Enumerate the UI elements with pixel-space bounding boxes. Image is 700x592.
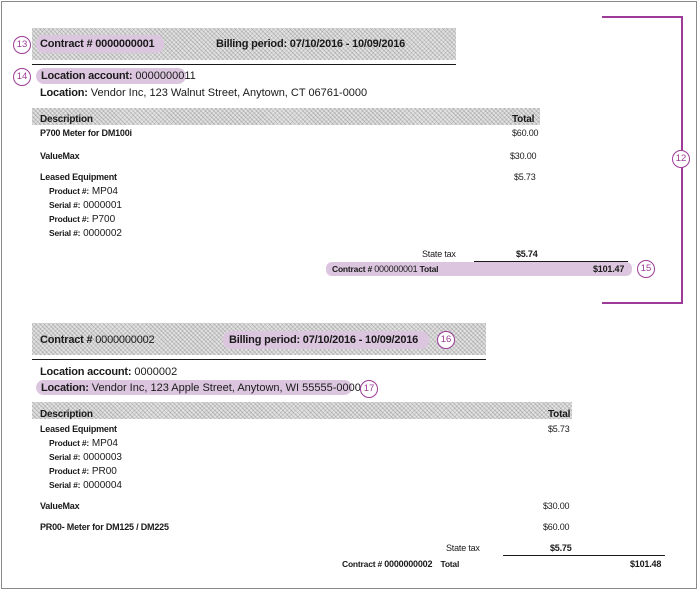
billing-period-highlight-2 bbox=[223, 331, 429, 349]
equipment-detail-1-2: Serial #: 0000001 bbox=[49, 200, 122, 211]
total-line-1: Contract # 000000001 Total bbox=[332, 264, 439, 274]
detail-label: Product #: bbox=[49, 214, 90, 224]
table-header-band-1 bbox=[32, 108, 540, 125]
state-tax-label-2: State tax bbox=[446, 543, 480, 553]
total-line-suffix-1: Total bbox=[419, 264, 439, 274]
contract-number-highlight-1 bbox=[36, 35, 164, 53]
location-value-2: Vendor Inc, 123 Apple Street, Anytown, W… bbox=[91, 382, 361, 394]
grand-total-1: $101.47 bbox=[593, 264, 625, 274]
location-value-1: Vendor Inc, 123 Walnut Street, Anytown, … bbox=[90, 87, 368, 99]
contract-number-1: Contract # 0000000001 bbox=[40, 38, 155, 50]
description-header-2: Description bbox=[40, 409, 93, 420]
location-account-2: Location account: 0000002 bbox=[40, 366, 177, 378]
item-amount-2-2: $60.00 bbox=[543, 522, 570, 532]
equipment-detail-1-4: Serial #: 0000002 bbox=[49, 228, 122, 239]
total-line-label-1: Contract # bbox=[332, 264, 373, 274]
equipment-detail-1-3: Product #: P700 bbox=[49, 214, 115, 225]
callout-17-icon: 17 bbox=[360, 380, 378, 398]
equipment-detail-2-3: Product #: PR00 bbox=[49, 466, 117, 477]
location-2: Location: Vendor Inc, 123 Apple Street, … bbox=[41, 382, 361, 394]
state-tax-value-2: $5.75 bbox=[550, 543, 572, 553]
detail-value: 0000001 bbox=[83, 200, 122, 211]
item-name-1-1: P700 Meter for DM100i bbox=[40, 128, 132, 138]
item-name-1-3: Leased Equipment bbox=[40, 172, 117, 182]
contract-header-band-1 bbox=[32, 28, 456, 60]
location-account-value-1: 0000000011 bbox=[135, 70, 196, 82]
equipment-detail-2-1: Product #: MP04 bbox=[49, 438, 118, 449]
billing-period-2: Billing period: 07/10/2016 - 10/09/2016 bbox=[229, 334, 419, 346]
detail-label: Product #: bbox=[49, 466, 90, 476]
detail-value: 0000004 bbox=[83, 480, 122, 491]
item-amount-2-1: $30.00 bbox=[543, 501, 570, 511]
location-label-2: Location: bbox=[41, 382, 89, 394]
item-name-1-2: ValueMax bbox=[40, 151, 80, 161]
location-account-1: Location account: 0000000011 bbox=[41, 70, 196, 82]
equipment-detail-2-4: Serial #: 0000004 bbox=[49, 480, 122, 491]
leased-label-2: Leased Equipment bbox=[40, 424, 117, 434]
location-account-highlight-1 bbox=[36, 68, 186, 84]
detail-value: 0000002 bbox=[83, 228, 122, 239]
item-name-2-2: PR00- Meter for DM125 / DM225 bbox=[40, 522, 169, 532]
description-header-1: Description bbox=[40, 114, 93, 125]
detail-value: 0000003 bbox=[83, 452, 122, 463]
contract-label-1: Contract # bbox=[40, 38, 93, 50]
total-line-highlight-1 bbox=[326, 262, 632, 276]
subtotal-rule-1 bbox=[474, 261, 628, 262]
item-amount-1-3: $5.73 bbox=[514, 172, 536, 182]
contract-value-1: 0000000001 bbox=[95, 38, 155, 50]
subtotal-rule-2 bbox=[503, 555, 665, 556]
detail-value: PR00 bbox=[91, 466, 117, 477]
callout-12-icon: 12 bbox=[672, 150, 690, 168]
detail-label: Product #: bbox=[49, 186, 90, 196]
location-label-1: Location: bbox=[40, 87, 88, 99]
header-rule-2 bbox=[32, 359, 486, 360]
callout-13-icon: 13 bbox=[13, 36, 31, 54]
location-account-label-2: Location account: bbox=[40, 366, 132, 378]
leased-amount-2: $5.73 bbox=[548, 424, 570, 434]
detail-value: MP04 bbox=[91, 438, 118, 449]
detail-label: Product #: bbox=[49, 438, 90, 448]
billing-period-1: Billing period: 07/10/2016 - 10/09/2016 bbox=[216, 38, 406, 50]
detail-label: Serial #: bbox=[49, 200, 81, 210]
item-amount-1-1: $60.00 bbox=[512, 128, 539, 138]
total-line-label-2: Contract # bbox=[342, 559, 383, 569]
table-header-band-2 bbox=[32, 402, 572, 419]
detail-value: P700 bbox=[91, 214, 116, 225]
location-highlight-2 bbox=[36, 380, 352, 395]
total-header-2: Total bbox=[548, 409, 571, 420]
contract-label-2: Contract # bbox=[40, 334, 93, 346]
section-bracket bbox=[602, 16, 683, 304]
item-amount-1-2: $30.00 bbox=[510, 151, 537, 161]
contract-value-2: 0000000002 bbox=[95, 334, 155, 346]
equipment-detail-2-2: Serial #: 0000003 bbox=[49, 452, 122, 463]
callout-16-icon: 16 bbox=[437, 331, 455, 349]
grand-total-2: $101.48 bbox=[630, 559, 662, 569]
total-line-number-2: 0000000002 bbox=[384, 559, 433, 569]
state-tax-label-1: State tax bbox=[422, 249, 456, 259]
total-header-1: Total bbox=[512, 114, 535, 125]
callout-14-icon: 14 bbox=[13, 68, 31, 86]
detail-label: Serial #: bbox=[49, 228, 81, 238]
detail-label: Serial #: bbox=[49, 452, 81, 462]
callout-15-icon: 15 bbox=[637, 260, 655, 278]
header-rule-1 bbox=[32, 64, 456, 65]
equipment-detail-1-1: Product #: MP04 bbox=[49, 186, 118, 197]
location-account-label-1: Location account: bbox=[41, 70, 133, 82]
total-line-2: Contract # 0000000002 Total bbox=[342, 559, 459, 569]
state-tax-value-1: $5.74 bbox=[516, 249, 538, 259]
location-account-value-2: 0000002 bbox=[134, 366, 178, 378]
location-1: Location: Vendor Inc, 123 Walnut Street,… bbox=[40, 87, 367, 99]
detail-value: MP04 bbox=[91, 186, 118, 197]
item-name-2-1: ValueMax bbox=[40, 501, 80, 511]
total-line-suffix-2: Total bbox=[440, 559, 460, 569]
total-line-number-1: 000000001 bbox=[374, 264, 418, 274]
detail-label: Serial #: bbox=[49, 480, 81, 490]
contract-number-2: Contract # 0000000002 bbox=[40, 334, 155, 346]
